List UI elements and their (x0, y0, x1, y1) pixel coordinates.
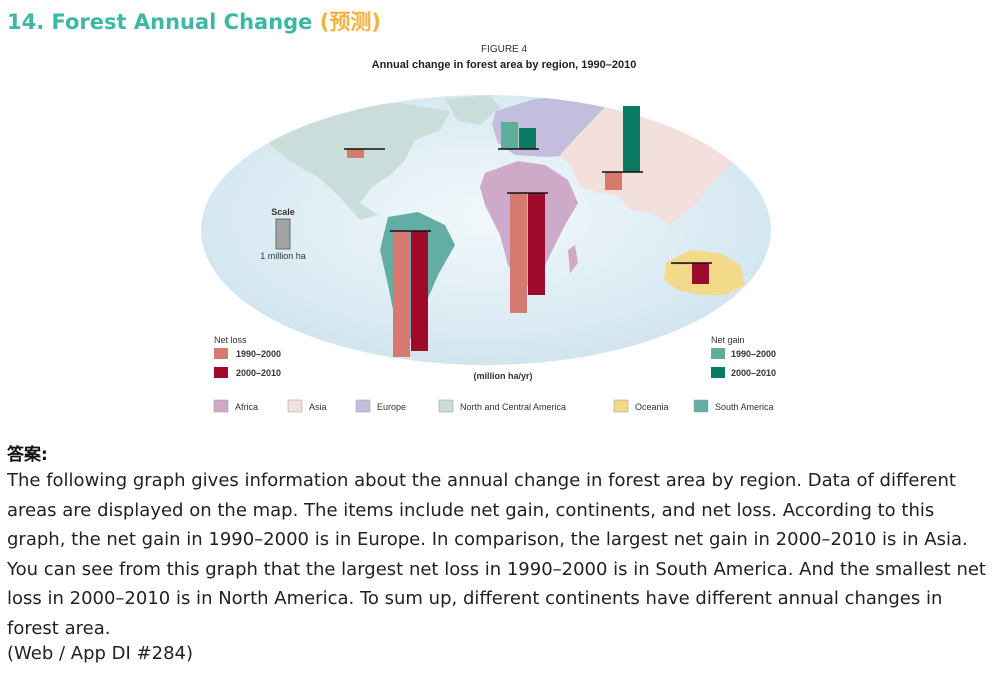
bar-layer (344, 106, 712, 357)
region-swatch-north-america (438, 399, 454, 413)
bar-south-america-1990-2000 (393, 231, 410, 357)
unit-label: (million ha/yr) (473, 371, 532, 381)
page-title-tag: (预测) (319, 10, 381, 34)
bar-north-and-central-america-1990-2000 (347, 149, 364, 158)
net-loss-swatch-1990 (214, 348, 228, 359)
bar-south-america-2000-2010 (411, 231, 428, 351)
net-gain-label-2000: 2000–2010 (731, 368, 776, 378)
net-loss-label-2000: 2000–2010 (236, 368, 281, 378)
figure-title: Annual change in forest area by region, … (371, 59, 637, 71)
region-north-america (260, 103, 450, 220)
answer-heading: 答案: (7, 445, 48, 465)
net-gain-title: Net gain (711, 335, 745, 345)
region-swatch-south-america (693, 399, 709, 413)
bar-europe-2000-2010 (519, 128, 536, 149)
bar-asia-1990-2000 (605, 172, 622, 190)
scale-bar (275, 218, 291, 250)
net-gain-swatch-2000 (711, 367, 725, 378)
page-title: 14. Forest Annual Change (预测) (7, 6, 381, 36)
figure-label: FIGURE 4 (480, 44, 528, 55)
net-gain-legend: Net gain 1990–2000 2000–2010 (711, 335, 776, 378)
net-loss-legend: Net loss 1990–2000 2000–2010 (214, 335, 281, 378)
bar-oceania-2000-2010 (692, 263, 709, 284)
bar-europe-1990-2000 (501, 122, 518, 149)
forest-change-map-chart: Scale 1 million ha Net loss 1990–2000 20… (201, 95, 776, 413)
region-swatch-oceania (613, 399, 629, 413)
scale-title: Scale (271, 207, 295, 217)
region-swatch-africa (213, 399, 229, 413)
region-swatch-asia (287, 399, 303, 413)
region-label-europe: Europe (377, 402, 406, 412)
region-legend: Africa Asia Europe North and Central Ame… (213, 399, 774, 413)
scale-value: 1 million ha (260, 251, 306, 261)
bar-africa-2000-2010 (528, 193, 545, 295)
region-new-zealand (755, 290, 766, 313)
region-label-oceania: Oceania (635, 402, 669, 412)
scale-key: Scale 1 million ha (260, 207, 306, 261)
region-madagascar (568, 245, 578, 273)
net-gain-swatch-1990 (711, 348, 725, 359)
region-label-south-america: South America (715, 402, 774, 412)
net-loss-label-1990: 1990–2000 (236, 349, 281, 359)
net-loss-title: Net loss (214, 335, 247, 345)
bar-africa-1990-2000 (510, 193, 527, 313)
region-label-north-america: North and Central America (460, 402, 566, 412)
region-greenland (445, 95, 500, 125)
net-loss-swatch-2000 (214, 367, 228, 378)
bar-asia-2000-2010 (623, 106, 640, 172)
page-title-text: 14. Forest Annual Change (7, 10, 313, 34)
source-label: (Web / App DI #284) (7, 643, 194, 664)
region-swatch-europe (355, 399, 371, 413)
net-gain-label-1990: 1990–2000 (731, 349, 776, 359)
region-label-asia: Asia (309, 402, 327, 412)
answer-body: The following graph gives information ab… (7, 470, 986, 639)
region-label-africa: Africa (235, 402, 258, 412)
